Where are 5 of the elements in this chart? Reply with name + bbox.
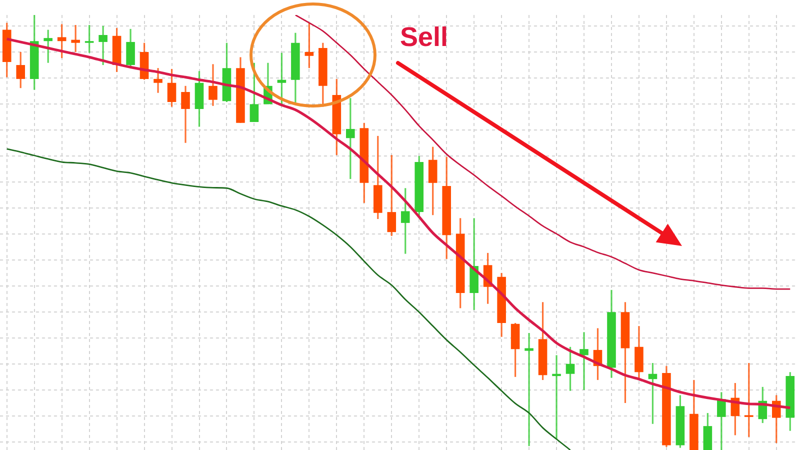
candlestick	[552, 355, 561, 440]
candlestick	[580, 332, 588, 390]
candlestick	[154, 68, 162, 93]
candlestick	[524, 332, 534, 446]
annotation: Sell	[400, 22, 448, 52]
